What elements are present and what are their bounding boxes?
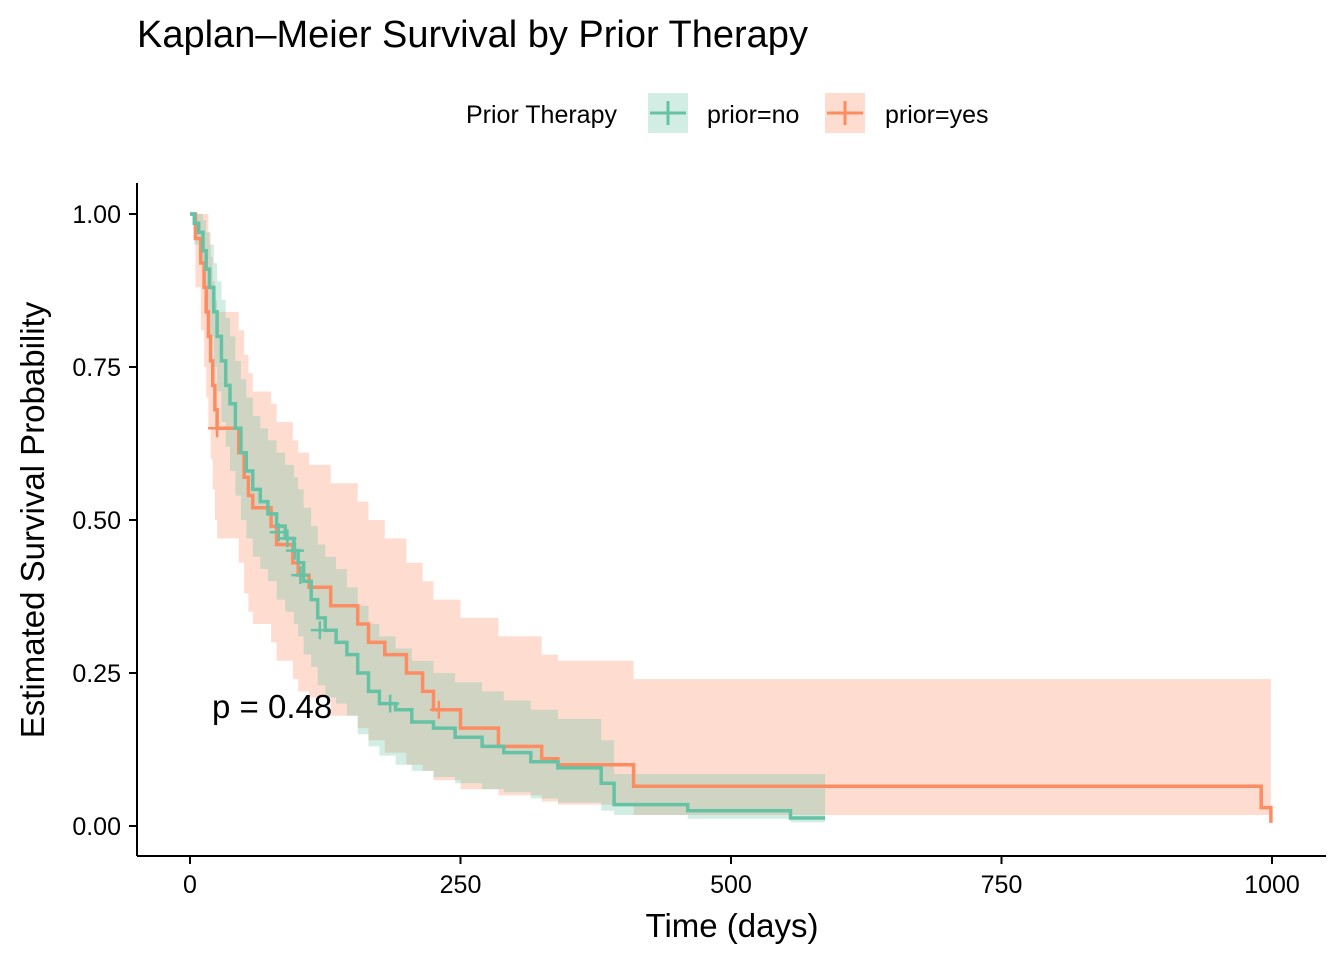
- censor-mark-prior-no-1: [278, 529, 297, 548]
- y-tick-label-1: 0.25: [72, 660, 121, 688]
- x-tick-label-2: 500: [710, 871, 752, 899]
- ci-band-prior-no: [190, 214, 826, 823]
- x-ticks: 0 250 500 750 1000: [183, 856, 1300, 899]
- x-tick-label-3: 750: [981, 871, 1023, 899]
- censor-mark-prior-no-3: [291, 566, 310, 585]
- chart-title: Kaplan–Meier Survival by Prior Therapy: [137, 14, 808, 56]
- y-tick-label-3: 0.75: [72, 354, 121, 382]
- p-value-annotation: p = 0.48: [212, 688, 332, 725]
- y-ticks: 0.00 0.25 0.50 0.75 1.00: [72, 201, 137, 841]
- legend-key-prior-yes: [825, 93, 865, 133]
- censor-mark-prior-no-2: [285, 541, 304, 560]
- legend-label-prior-no: prior=no: [707, 101, 799, 129]
- survival-curve-prior-yes: [190, 212, 1273, 823]
- y-tick-label-4: 1.00: [72, 201, 121, 229]
- survival-curve-prior-no: [190, 212, 826, 820]
- plot-area: [190, 212, 1273, 823]
- ci-band-prior-yes: [190, 214, 1271, 815]
- x-tick-label-4: 1000: [1244, 871, 1300, 899]
- legend-title: Prior Therapy: [466, 101, 617, 129]
- x-tick-label-1: 250: [440, 871, 482, 899]
- x-axis-label: Time (days): [646, 907, 819, 944]
- y-tick-label-0: 0.00: [72, 813, 121, 841]
- censor-mark-prior-yes-1: [429, 700, 448, 719]
- x-tick-label-0: 0: [183, 871, 197, 899]
- legend-label-prior-yes: prior=yes: [885, 101, 989, 129]
- censor-mark-prior-no-5: [381, 694, 400, 713]
- censor-mark-prior-no-4: [310, 621, 329, 640]
- censor-mark-prior-yes-0: [208, 419, 227, 438]
- legend-key-prior-no: [648, 93, 688, 133]
- y-tick-label-2: 0.50: [72, 507, 121, 535]
- legend: Prior Therapy prior=no prior=yes: [466, 93, 989, 133]
- y-axis-label: Estimated Survival Probability: [14, 301, 51, 738]
- axes: 0.00 0.25 0.50 0.75 1.00 0 250 500 750 1000: [72, 183, 1326, 899]
